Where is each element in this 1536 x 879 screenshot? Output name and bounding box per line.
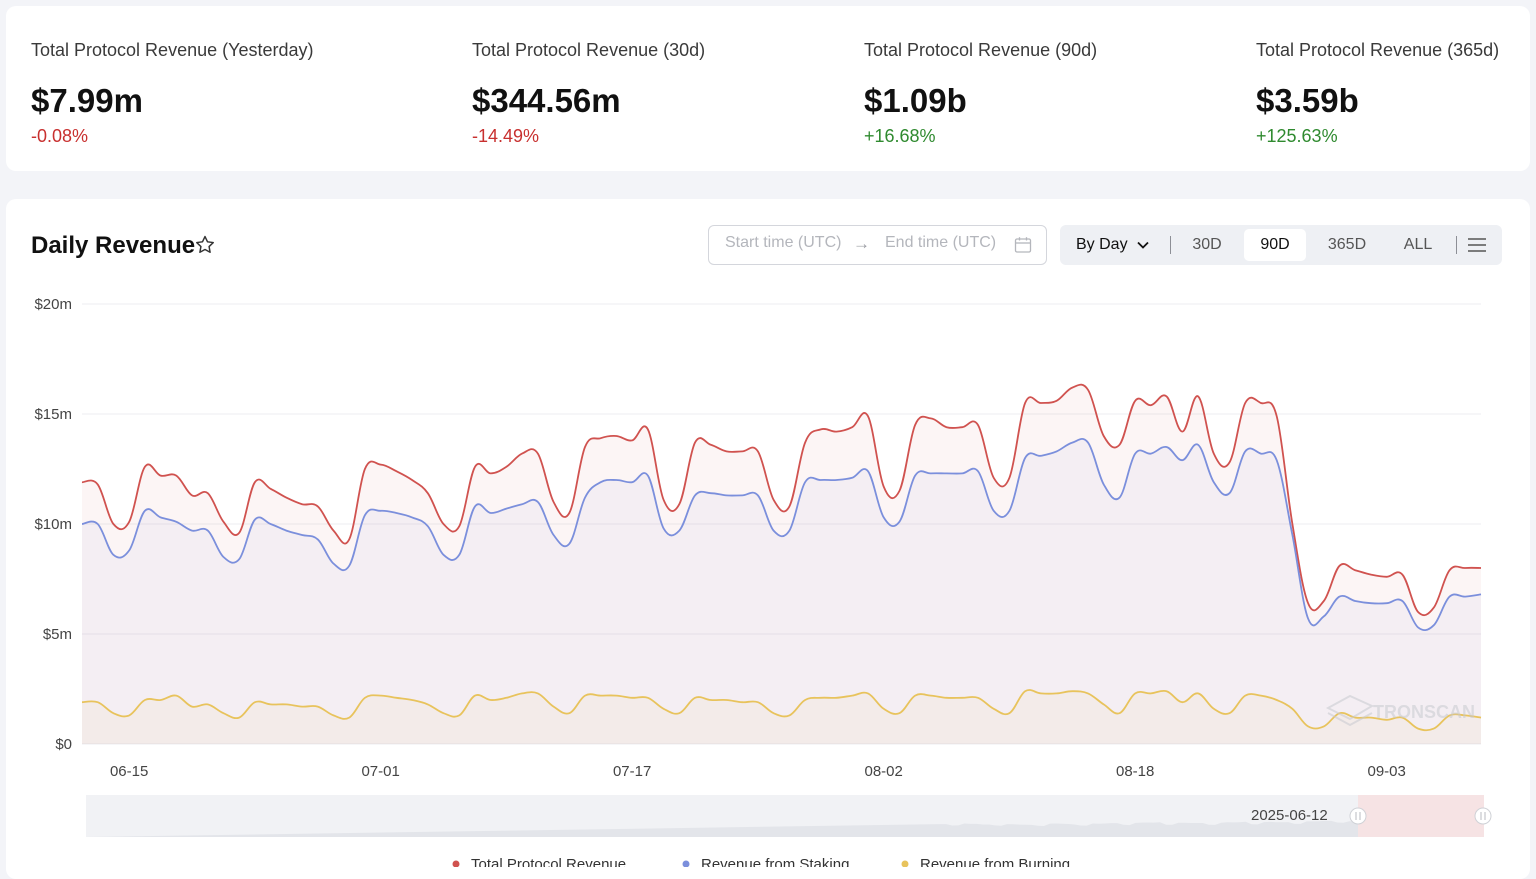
x-tick-label: 07-17	[613, 763, 651, 780]
stat-label: Total Protocol Revenue (90d)	[864, 40, 1098, 60]
slider-minimap	[86, 820, 1484, 837]
chart-toolbar: By Day 30D 90D 365D ALL	[1060, 225, 1502, 265]
stat-change: +16.68%	[864, 126, 936, 146]
x-tick-label: 09-03	[1367, 763, 1405, 780]
area-total-protocol-revenue	[82, 384, 1481, 744]
toolbar-divider	[1170, 236, 1171, 254]
line-revenue-from-staking	[81, 437, 1482, 631]
legend-item[interactable]: Revenue from Staking	[682, 856, 850, 867]
legend-item[interactable]: Total Protocol Revenue	[452, 856, 627, 867]
x-tick-label: 08-18	[1116, 763, 1154, 780]
calendar-icon[interactable]	[1014, 236, 1032, 254]
x-tick-label: 08-02	[864, 763, 902, 780]
end-time-input[interactable]	[885, 234, 1003, 252]
tab-all[interactable]: ALL	[1403, 236, 1433, 253]
line-total-protocol-revenue	[81, 383, 1482, 617]
y-tick-label: $5m	[43, 626, 72, 643]
slider-handle-left[interactable]	[1349, 807, 1367, 825]
chart-legend: Total Protocol Revenue Revenue from Staki…	[452, 856, 1071, 867]
stat-label: Total Protocol Revenue (Yesterday)	[31, 40, 314, 60]
chevron-down-icon[interactable]	[1136, 238, 1150, 252]
card-title: Daily Revenue	[31, 232, 196, 259]
x-tick-label: 07-01	[361, 763, 399, 780]
tab-365d[interactable]: 365D	[1327, 236, 1367, 253]
y-tick-label: $0	[55, 736, 72, 753]
legend-dot	[682, 860, 690, 867]
x-tick-label: 06-15	[110, 763, 148, 780]
slider-label: 2025-06-12	[1251, 807, 1328, 824]
tab-90d[interactable]: 90D	[1244, 229, 1306, 261]
range-arrow: →	[853, 234, 870, 253]
stat-value: $344.56m	[472, 82, 621, 119]
stat-value: $3.59b	[1256, 82, 1359, 119]
legend-item[interactable]: Revenue from Burning	[901, 856, 1071, 867]
hamburger-menu-icon[interactable]	[1468, 237, 1486, 253]
stat-change: -14.49%	[472, 126, 540, 146]
slider-handle-right[interactable]	[1474, 807, 1492, 825]
stat-change: +125.63%	[1256, 126, 1338, 146]
x-axis-ticks: 06-15 07-01 07-17 08-02 08-18 09-03	[110, 763, 1406, 780]
star-outline-icon[interactable]	[194, 234, 216, 256]
stat-label: Total Protocol Revenue (30d)	[472, 40, 706, 60]
legend-label: Revenue from Burning	[920, 856, 1070, 867]
area-revenue-from-staking	[82, 438, 1481, 744]
tronscan-logo-icon	[1325, 694, 1375, 727]
toolbar-divider	[1456, 236, 1457, 254]
series-lines	[81, 383, 1482, 732]
stat-change: -0.08%	[31, 126, 89, 146]
y-axis-ticks: $0 $5m $10m $15m $20m	[34, 296, 72, 753]
legend-dot	[901, 860, 909, 867]
tronscan-watermark: TRONSCAN	[1325, 694, 1475, 727]
stat-label: Total Protocol Revenue (365d)	[1256, 40, 1500, 60]
daily-revenue-card: Daily Revenue → By Day 30D 90D 365D ALL	[6, 199, 1530, 879]
watermark-text: TRONSCAN	[1373, 702, 1475, 722]
legend-label: Total Protocol Revenue	[471, 856, 626, 867]
slider-window	[1358, 795, 1484, 837]
start-time-input[interactable]	[725, 234, 843, 252]
stats-panel: Total Protocol Revenue (Yesterday) $7.99…	[6, 6, 1530, 171]
y-tick-label: $20m	[34, 296, 72, 313]
tab-30d[interactable]: 30D	[1192, 236, 1222, 253]
legend-label: Revenue from Staking	[701, 856, 849, 867]
series-areas	[82, 384, 1481, 744]
stat-value: $1.09b	[864, 82, 967, 119]
date-range-picker[interactable]: →	[708, 225, 1047, 265]
y-tick-label: $15m	[34, 406, 72, 423]
legend-dot	[452, 860, 460, 867]
line-revenue-from-burning	[81, 689, 1482, 732]
zoom-slider[interactable]: 2025-06-12	[86, 795, 1492, 837]
grid-lines	[82, 303, 1481, 745]
granularity-select[interactable]: By Day	[1076, 236, 1128, 253]
y-tick-label: $10m	[34, 516, 72, 533]
stat-value: $7.99m	[31, 82, 143, 119]
